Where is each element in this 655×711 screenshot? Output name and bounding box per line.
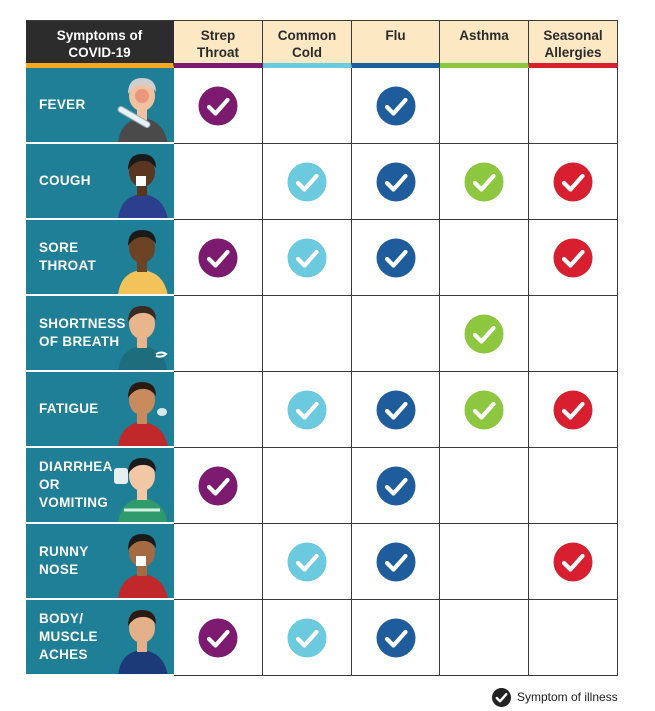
column-header: Asthma bbox=[440, 20, 529, 68]
check-circle-icon bbox=[287, 618, 327, 657]
table-cell bbox=[529, 448, 618, 524]
symptom-label: COUGH bbox=[39, 173, 91, 188]
table-cell bbox=[263, 144, 352, 220]
legend-label: Symptom of illness bbox=[517, 690, 618, 704]
table-cell bbox=[263, 68, 352, 144]
check-circle-icon bbox=[553, 162, 593, 201]
table-cell bbox=[174, 448, 263, 524]
table-cell bbox=[263, 524, 352, 600]
person-with-thermometer-icon bbox=[117, 78, 168, 142]
check-circle-icon bbox=[464, 162, 504, 201]
table-cell bbox=[440, 296, 529, 372]
table-cell bbox=[440, 220, 529, 296]
check-circle-icon bbox=[376, 238, 415, 277]
legend: Symptom of illness bbox=[492, 687, 618, 707]
table-cell bbox=[174, 600, 263, 676]
corner-header: Symptoms of COVID-19 bbox=[26, 20, 174, 68]
table-cell bbox=[440, 144, 529, 220]
table-cell bbox=[440, 372, 529, 448]
table-cell bbox=[263, 600, 352, 676]
table-cell bbox=[352, 600, 440, 676]
check-circle-icon bbox=[198, 238, 238, 277]
tired-person-icon bbox=[118, 382, 168, 446]
table-cell bbox=[352, 372, 440, 448]
person-short-of-breath-icon bbox=[118, 306, 168, 370]
symptom-cell: FEVER bbox=[26, 68, 174, 144]
symptom-cell: SORE THROAT bbox=[26, 220, 174, 296]
check-circle-icon bbox=[198, 618, 238, 657]
column-header: Common Cold bbox=[263, 20, 352, 68]
symptom-cell: DIARRHEA OR VOMITING bbox=[26, 448, 174, 524]
table-cell bbox=[174, 144, 263, 220]
person-with-tissue-icon bbox=[118, 534, 168, 598]
check-circle-icon bbox=[492, 687, 511, 707]
symptom-label: FATIGUE bbox=[39, 401, 99, 416]
check-circle-icon bbox=[464, 314, 504, 353]
column-header: Seasonal Allergies bbox=[529, 20, 618, 68]
table-cell bbox=[529, 296, 618, 372]
column-header: Strep Throat bbox=[174, 20, 263, 68]
table-cell bbox=[174, 296, 263, 372]
person-with-body-aches-icon bbox=[118, 610, 168, 674]
symptom-comparison-table: Symptoms of COVID-19 Strep Throat Common C… bbox=[26, 20, 618, 676]
table-cell bbox=[529, 68, 618, 144]
check-circle-icon bbox=[287, 542, 327, 581]
check-circle-icon bbox=[376, 162, 415, 201]
check-circle-icon bbox=[376, 542, 415, 581]
symptom-label: FEVER bbox=[39, 97, 86, 112]
table-cell bbox=[352, 68, 440, 144]
table-cell bbox=[529, 144, 618, 220]
symptom-cell: RUNNY NOSE bbox=[26, 524, 174, 600]
check-circle-icon bbox=[287, 162, 327, 201]
table-cell bbox=[174, 372, 263, 448]
table-cell bbox=[529, 372, 618, 448]
table-cell bbox=[529, 220, 618, 296]
table-cell bbox=[352, 448, 440, 524]
symptom-cell: COUGH bbox=[26, 144, 174, 220]
table-cell bbox=[352, 220, 440, 296]
table-cell bbox=[352, 296, 440, 372]
table-cell bbox=[440, 448, 529, 524]
table-cell bbox=[263, 296, 352, 372]
table-cell bbox=[440, 600, 529, 676]
table-cell bbox=[174, 524, 263, 600]
table-cell bbox=[352, 144, 440, 220]
table-cell bbox=[529, 524, 618, 600]
check-circle-icon bbox=[464, 390, 504, 429]
person-holding-throat-icon bbox=[118, 230, 168, 294]
table-cell bbox=[352, 524, 440, 600]
check-circle-icon bbox=[376, 390, 415, 429]
table-cell bbox=[174, 220, 263, 296]
check-circle-icon bbox=[198, 466, 238, 505]
person-with-toilet-icon bbox=[114, 458, 168, 522]
table-cell bbox=[529, 600, 618, 676]
person-coughing-icon bbox=[118, 154, 168, 218]
symptom-label: SHORTNESS OF BREATH bbox=[39, 316, 126, 349]
table-cell bbox=[263, 448, 352, 524]
symptom-cell: SHORTNESS OF BREATH bbox=[26, 296, 174, 372]
check-circle-icon bbox=[553, 238, 593, 277]
check-circle-icon bbox=[198, 86, 238, 125]
check-circle-icon bbox=[287, 238, 327, 277]
symptom-cell: BODY/ MUSCLE ACHES bbox=[26, 600, 174, 676]
check-circle-icon bbox=[553, 542, 593, 581]
table-cell bbox=[263, 372, 352, 448]
symptom-label: SORE THROAT bbox=[39, 240, 97, 273]
table-cell bbox=[440, 68, 529, 144]
symptom-label: RUNNY NOSE bbox=[39, 544, 89, 577]
table-cell bbox=[174, 68, 263, 144]
table-cell bbox=[440, 524, 529, 600]
check-circle-icon bbox=[376, 618, 415, 657]
symptom-label: BODY/ MUSCLE ACHES bbox=[39, 611, 98, 662]
check-circle-icon bbox=[553, 390, 593, 429]
check-circle-icon bbox=[287, 390, 327, 429]
symptom-label: DIARRHEA OR VOMITING bbox=[39, 459, 113, 510]
symptom-cell: FATIGUE bbox=[26, 372, 174, 448]
check-circle-icon bbox=[376, 466, 415, 505]
table-cell bbox=[263, 220, 352, 296]
column-header: Flu bbox=[352, 20, 440, 68]
check-circle-icon bbox=[376, 86, 415, 125]
